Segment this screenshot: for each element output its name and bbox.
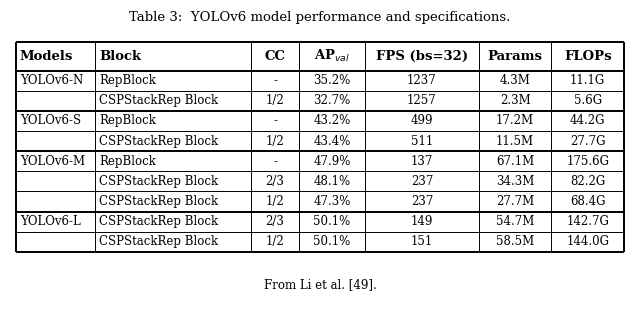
Text: 149: 149 xyxy=(411,215,433,228)
Text: 11.5M: 11.5M xyxy=(496,135,534,148)
Text: 27.7G: 27.7G xyxy=(570,135,605,148)
Text: 137: 137 xyxy=(411,155,433,168)
Text: 34.3M: 34.3M xyxy=(496,175,534,188)
Text: CSPStackRep Block: CSPStackRep Block xyxy=(99,175,218,188)
Text: 48.1%: 48.1% xyxy=(314,175,351,188)
Text: Table 3:  YOLOv6 model performance and specifications.: Table 3: YOLOv6 model performance and sp… xyxy=(129,11,511,24)
Text: 1/2: 1/2 xyxy=(266,235,284,249)
Text: 175.6G: 175.6G xyxy=(566,155,609,168)
Text: 82.2G: 82.2G xyxy=(570,175,605,188)
Text: YOLOv6-L: YOLOv6-L xyxy=(20,215,81,228)
Text: 151: 151 xyxy=(411,235,433,249)
Text: -: - xyxy=(273,115,277,127)
Text: Params: Params xyxy=(488,50,543,63)
Text: 237: 237 xyxy=(411,195,433,208)
Text: From Li et al. [49].: From Li et al. [49]. xyxy=(264,278,376,291)
Text: 11.1G: 11.1G xyxy=(570,74,605,87)
Text: 511: 511 xyxy=(411,135,433,148)
Text: 58.5M: 58.5M xyxy=(496,235,534,249)
Text: 2/3: 2/3 xyxy=(266,175,285,188)
Text: CC: CC xyxy=(264,50,285,63)
Text: 1/2: 1/2 xyxy=(266,135,284,148)
Text: -: - xyxy=(273,74,277,87)
Text: RepBlock: RepBlock xyxy=(99,115,156,127)
Text: 4.3M: 4.3M xyxy=(500,74,531,87)
Text: RepBlock: RepBlock xyxy=(99,74,156,87)
Text: 35.2%: 35.2% xyxy=(314,74,351,87)
Text: 17.2M: 17.2M xyxy=(496,115,534,127)
Text: 5.6G: 5.6G xyxy=(573,94,602,107)
Text: 50.1%: 50.1% xyxy=(314,215,351,228)
Text: 2/3: 2/3 xyxy=(266,215,285,228)
Text: CSPStackRep Block: CSPStackRep Block xyxy=(99,195,218,208)
Text: 1257: 1257 xyxy=(407,94,436,107)
Text: YOLOv6-N: YOLOv6-N xyxy=(20,74,83,87)
Text: 54.7M: 54.7M xyxy=(496,215,534,228)
Text: Block: Block xyxy=(99,50,141,63)
Text: 499: 499 xyxy=(411,115,433,127)
Text: Models: Models xyxy=(20,50,73,63)
Text: CSPStackRep Block: CSPStackRep Block xyxy=(99,215,218,228)
Text: 44.2G: 44.2G xyxy=(570,115,605,127)
Text: 27.7M: 27.7M xyxy=(496,195,534,208)
Text: CSPStackRep Block: CSPStackRep Block xyxy=(99,135,218,148)
Text: FLOPs: FLOPs xyxy=(564,50,612,63)
Text: -: - xyxy=(273,155,277,168)
Text: YOLOv6-M: YOLOv6-M xyxy=(20,155,85,168)
Text: 1/2: 1/2 xyxy=(266,195,284,208)
Text: AP$_{val}$: AP$_{val}$ xyxy=(314,49,350,64)
Text: 43.4%: 43.4% xyxy=(314,135,351,148)
Text: CSPStackRep Block: CSPStackRep Block xyxy=(99,235,218,249)
Text: 142.7G: 142.7G xyxy=(566,215,609,228)
Text: 237: 237 xyxy=(411,175,433,188)
Text: RepBlock: RepBlock xyxy=(99,155,156,168)
Text: CSPStackRep Block: CSPStackRep Block xyxy=(99,94,218,107)
Text: 1237: 1237 xyxy=(407,74,436,87)
Text: 32.7%: 32.7% xyxy=(314,94,351,107)
Text: 47.3%: 47.3% xyxy=(314,195,351,208)
Text: 144.0G: 144.0G xyxy=(566,235,609,249)
Text: 43.2%: 43.2% xyxy=(314,115,351,127)
Text: 1/2: 1/2 xyxy=(266,94,284,107)
Text: 67.1M: 67.1M xyxy=(496,155,534,168)
Text: YOLOv6-S: YOLOv6-S xyxy=(20,115,81,127)
Text: FPS (bs=32): FPS (bs=32) xyxy=(376,50,468,63)
Text: 50.1%: 50.1% xyxy=(314,235,351,249)
Text: 68.4G: 68.4G xyxy=(570,195,605,208)
Text: 47.9%: 47.9% xyxy=(314,155,351,168)
Text: 2.3M: 2.3M xyxy=(500,94,531,107)
